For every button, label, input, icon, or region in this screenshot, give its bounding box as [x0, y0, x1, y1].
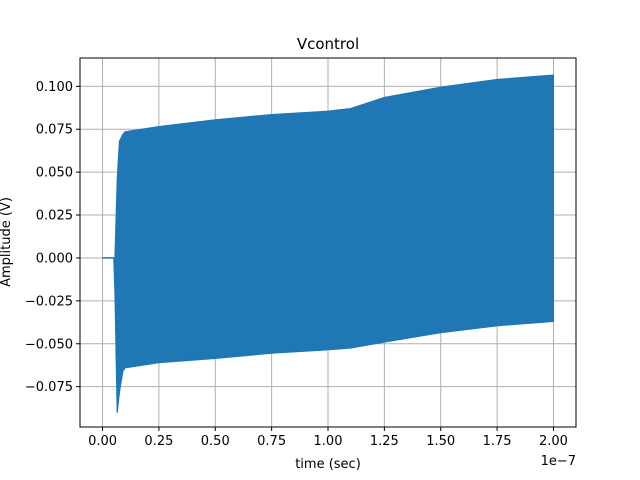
x-tick-label: 0.00	[88, 434, 117, 449]
y-tick-label: 0.100	[36, 80, 73, 95]
plot-data	[101, 74, 555, 414]
y-tick-label: 0.000	[36, 251, 73, 266]
x-tick-label: 1.25	[370, 434, 399, 449]
x-tick-label: 2.00	[539, 434, 568, 449]
x-tick-label: 0.75	[257, 434, 286, 449]
series-envelope	[101, 74, 555, 414]
x-tick-label: 1.50	[426, 434, 455, 449]
x-tick-label: 1.75	[483, 434, 512, 449]
x-axis-label: time (sec)	[295, 457, 361, 472]
y-tick-label: 0.025	[36, 209, 73, 224]
y-tick-label: −0.025	[25, 294, 73, 309]
axis-ticks: 0.00 0.25 0.50 0.75 1.00 1.25 1.50 1.75 2.00 −0.0…	[25, 80, 568, 449]
y-tick-label: −0.050	[25, 337, 73, 352]
x-tick-label: 0.50	[201, 434, 230, 449]
x-tick-label: 0.25	[144, 434, 173, 449]
x-tick-label: 1.00	[314, 434, 343, 449]
y-tick-label: −0.075	[25, 380, 73, 395]
y-tick-label: 0.075	[36, 123, 73, 138]
chart-title: Vcontrol	[297, 35, 359, 53]
y-tick-label: 0.050	[36, 166, 73, 181]
x-axis-offset-label: 1e−7	[541, 454, 576, 469]
y-axis-label: Amplitude (V)	[0, 197, 14, 287]
